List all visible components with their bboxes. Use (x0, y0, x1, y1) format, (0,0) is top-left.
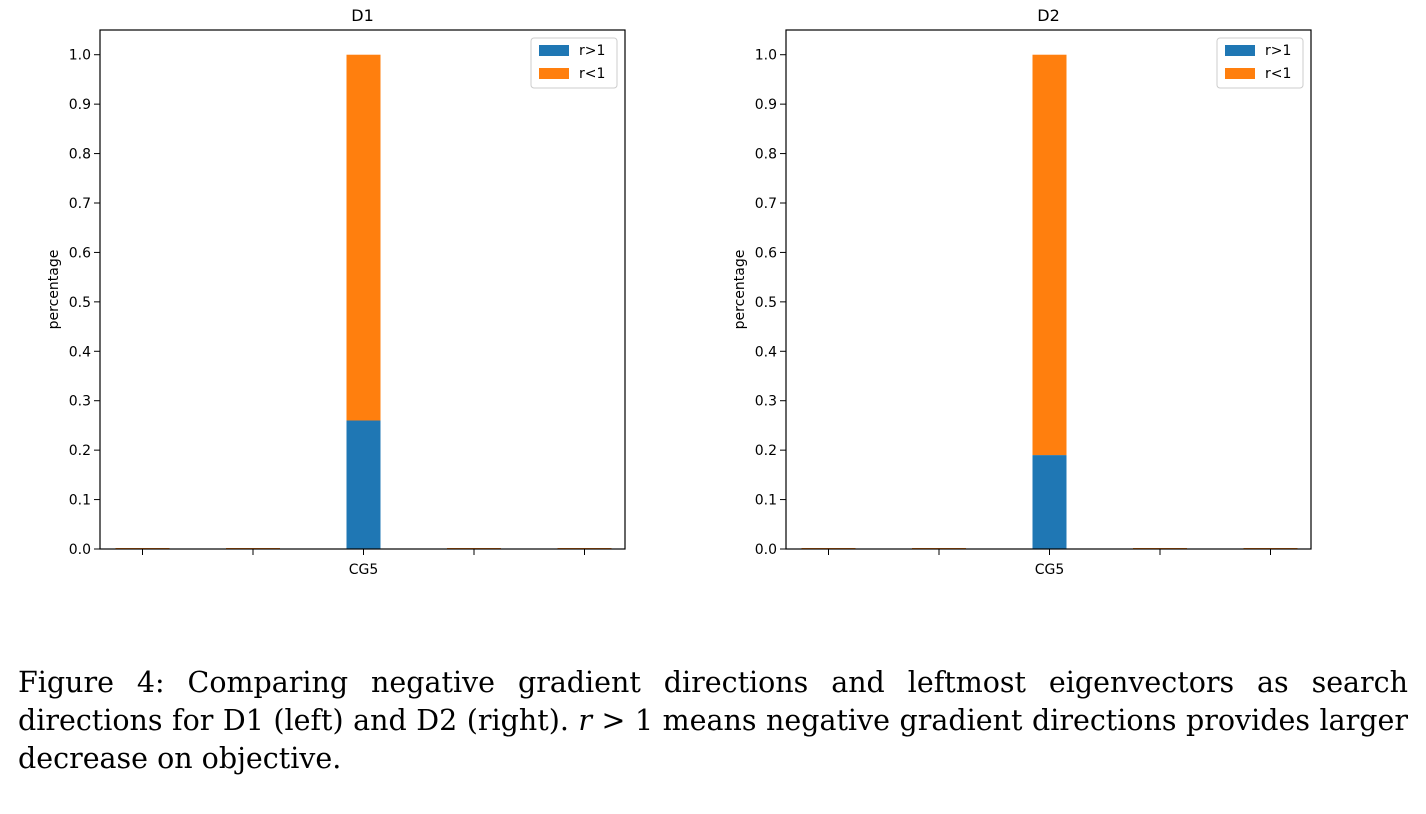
legend-label: r<1 (1265, 66, 1291, 82)
caption-math-r: r (578, 704, 593, 737)
y-tick-label: 0.1 (69, 493, 91, 509)
y-tick-label: 0.5 (755, 295, 777, 311)
y-tick-label: 0.9 (755, 97, 777, 113)
y-tick-label: 1.0 (69, 48, 91, 64)
axes-frame (99, 29, 626, 550)
chart-d1: D1 percentage 0.0 0.1 0.2 0.3 0.4 0.5 0.6 0.7 0.8 0… (46, 6, 626, 578)
y-tick-label: 0.0 (69, 542, 91, 558)
figure-charts: D1 percentage 0.0 0.1 0.2 0.3 0.4 0.5 0.6 0.7 0.8 0… (46, 6, 1312, 578)
caption-part1: Figure 4: Comparing negative gradient di… (18, 666, 1408, 737)
y-tick-label: 0.8 (69, 147, 91, 163)
caption-part2: means negative gradient directions provi… (18, 704, 1408, 775)
y-axis-label: percentage (732, 250, 748, 330)
legend-swatch (539, 45, 569, 56)
y-tick-label: 0.4 (69, 344, 91, 360)
legend: r>1r<1 (1216, 37, 1304, 89)
legend-swatch (1225, 45, 1255, 56)
y-tick-label: 0.3 (755, 394, 777, 410)
figure-caption: Figure 4: Comparing negative gradient di… (18, 664, 1408, 778)
y-tick-label: 0.2 (755, 443, 777, 459)
legend-swatch (1225, 68, 1255, 79)
y-tick-label: 0.6 (69, 245, 91, 261)
axes-frame (785, 29, 1312, 550)
y-tick-label: 0.4 (755, 344, 777, 360)
y-tick-label: 1.0 (755, 48, 777, 64)
bar-r1-CG5 (346, 420, 381, 549)
legend-label: r>1 (579, 43, 605, 59)
x-tick-label: CG5 (349, 562, 379, 578)
y-tick-label: 0.2 (69, 443, 91, 459)
y-tick-label: 0.5 (69, 295, 91, 311)
bar-r1-CG5 (346, 54, 381, 421)
x-tick-label: CG5 (1035, 562, 1065, 578)
caption-math-rest: > 1 (592, 704, 654, 737)
y-tick-label: 0.9 (69, 97, 91, 113)
y-tick-label: 0.0 (755, 542, 777, 558)
y-tick-label: 0.8 (755, 147, 777, 163)
chart-title: D2 (1037, 6, 1060, 25)
bar-r1-CG5 (1032, 54, 1067, 456)
y-axis-label: percentage (46, 250, 62, 330)
chart-d2: D2 percentage 0.0 0.1 0.2 0.3 0.4 0.5 0.6 0.7 0.8 0… (732, 6, 1312, 578)
legend-label: r>1 (1265, 43, 1291, 59)
y-tick-label: 0.7 (755, 196, 777, 212)
y-tick-label: 0.7 (69, 196, 91, 212)
y-tick-label: 0.3 (69, 394, 91, 410)
y-tick-label: 0.1 (755, 493, 777, 509)
legend-label: r<1 (579, 66, 605, 82)
legend: r>1r<1 (530, 37, 618, 89)
legend-swatch (539, 68, 569, 79)
bar-r1-CG5 (1032, 455, 1067, 549)
y-tick-label: 0.6 (755, 245, 777, 261)
chart-title: D1 (351, 6, 374, 25)
